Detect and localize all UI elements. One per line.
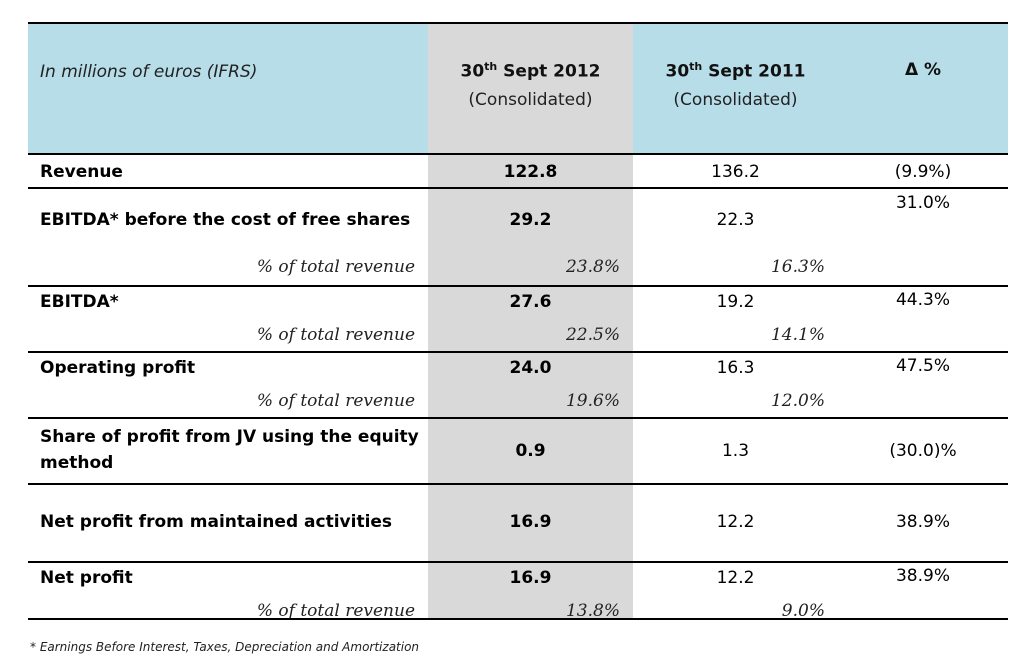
row-current-value: 24.0 — [509, 358, 552, 378]
row-pct-previous: 14.1% — [770, 325, 825, 345]
row-divider — [28, 561, 1008, 563]
row-label: Net profit from maintained activities — [40, 512, 393, 532]
row-delta-value: 38.9% — [895, 566, 950, 586]
row-pct-previous: 12.0% — [770, 391, 825, 411]
table-row-net-profit-maintained: Net profit from maintained activities 16… — [28, 483, 1008, 561]
row-label: Operating profit — [40, 358, 196, 378]
row-pct-current: 13.8% — [565, 601, 620, 621]
row-delta-value: 31.0% — [895, 193, 950, 213]
row-pct-label: % of total revenue — [256, 257, 415, 277]
header-current-cell: 30th Sept 2012 (Consolidated) — [428, 24, 633, 153]
row-current-value: 16.9 — [509, 512, 552, 532]
header-current-sub: (Consolidated) — [468, 89, 593, 110]
row-divider — [28, 187, 1008, 189]
row-previous-value: 16.3 — [716, 358, 755, 378]
row-previous-value: 22.3 — [716, 210, 755, 230]
row-current-value: 122.8 — [503, 162, 558, 182]
footnote: * Earnings Before Interest, Taxes, Depre… — [30, 640, 420, 654]
row-delta-value: (30.0)% — [889, 441, 957, 461]
header-previous-cell: 30th Sept 2011 (Consolidated) — [633, 24, 838, 153]
row-current-value: 16.9 — [509, 568, 552, 588]
row-pct-label: % of total revenue — [256, 391, 415, 411]
row-current-value: 0.9 — [515, 441, 546, 461]
row-current-value: 29.2 — [509, 210, 552, 230]
header-delta-cell: Δ % — [838, 24, 1008, 153]
table-body: Revenue 122.8 136.2 (9.9%) EBITDA* befor… — [28, 153, 1008, 621]
row-delta-value: (9.9%) — [894, 162, 952, 182]
row-divider — [28, 417, 1008, 419]
row-pct-current: 23.8% — [565, 257, 620, 277]
current-column-shade — [428, 153, 633, 618]
row-label: Net profit — [40, 568, 133, 588]
header-label: In millions of euros (IFRS) — [40, 62, 258, 82]
row-previous-value: 136.2 — [711, 162, 760, 182]
table-row-operating-profit: Operating profit 24.0 16.3 47.5% % of to… — [28, 351, 1008, 417]
row-pct-label: % of total revenue — [256, 601, 415, 621]
row-previous-value: 19.2 — [716, 292, 755, 312]
table-bottom-border — [28, 618, 1008, 620]
header-delta: Δ % — [904, 60, 942, 80]
row-divider — [28, 153, 1008, 155]
table-row-net-profit: Net profit 16.9 12.2 38.9% % of total re… — [28, 561, 1008, 621]
row-label: EBITDA* — [40, 292, 119, 312]
table-row-share-of-profit-jv: Share of profit from JV using the equity… — [28, 417, 1008, 483]
row-pct-previous: 9.0% — [781, 601, 825, 621]
table-row-ebitda: EBITDA* 27.6 19.2 44.3% % of total reven… — [28, 285, 1008, 351]
header-label-cell: In millions of euros (IFRS) — [28, 24, 428, 153]
row-label: Revenue — [40, 162, 123, 182]
row-divider — [28, 351, 1008, 353]
table-header: In millions of euros (IFRS) 30th Sept 20… — [28, 24, 1008, 153]
row-previous-value: 12.2 — [716, 512, 755, 532]
row-label: Share of profit from JV using the equity… — [40, 427, 419, 473]
header-current-title: 30th Sept 2012 — [460, 60, 601, 82]
row-divider — [28, 483, 1008, 485]
row-delta-value: 38.9% — [895, 512, 950, 532]
row-previous-value: 1.3 — [721, 441, 750, 461]
row-pct-previous: 16.3% — [770, 257, 825, 277]
row-pct-current: 19.6% — [565, 391, 620, 411]
row-label: EBITDA* before the cost of free shares — [40, 210, 411, 230]
row-previous-value: 12.2 — [716, 568, 755, 588]
row-divider — [28, 285, 1008, 287]
table-row-revenue: Revenue 122.8 136.2 (9.9%) — [28, 153, 1008, 187]
header-previous-title: 30th Sept 2011 — [665, 60, 806, 82]
row-pct-current: 22.5% — [565, 325, 620, 345]
table-row-ebitda-before-free-shares: EBITDA* before the cost of free shares 2… — [28, 187, 1008, 285]
header-previous-sub: (Consolidated) — [673, 89, 798, 110]
row-pct-label: % of total revenue — [256, 325, 415, 345]
row-current-value: 27.6 — [509, 292, 552, 312]
row-delta-value: 47.5% — [895, 356, 950, 376]
row-delta-value: 44.3% — [895, 290, 950, 310]
table-top-border — [28, 22, 1008, 24]
